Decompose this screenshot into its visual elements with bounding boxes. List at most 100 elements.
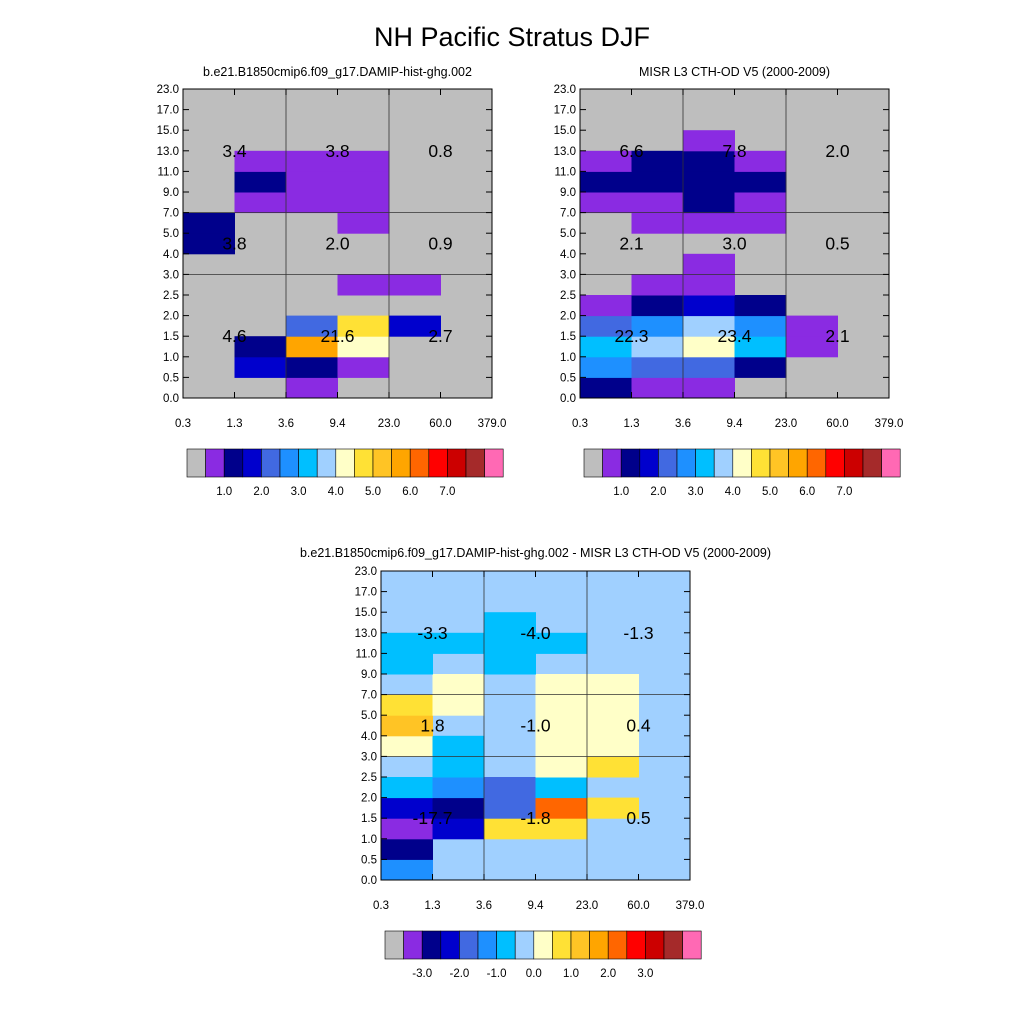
box-value-label: 2.7 bbox=[428, 326, 452, 346]
colorbar-swatch bbox=[639, 448, 659, 478]
y-tick-label: 2.0 bbox=[163, 311, 179, 323]
y-tick-label: 1.0 bbox=[560, 352, 576, 364]
heatmap-cell bbox=[580, 192, 632, 214]
heatmap-cell bbox=[683, 253, 735, 275]
colorbar-swatch bbox=[663, 930, 683, 960]
colorbar-swatch bbox=[384, 930, 404, 960]
colorbar-swatch bbox=[862, 448, 882, 478]
heatmap-cell bbox=[484, 797, 536, 819]
panel-title: b.e21.B1850cmip6.f09_g17.DAMIP-hist-ghg.… bbox=[300, 546, 771, 560]
box-value-label: 22.3 bbox=[614, 326, 648, 346]
colorbar-label: 5.0 bbox=[762, 486, 778, 498]
heatmap-cell bbox=[683, 130, 735, 152]
heatmap-cell bbox=[535, 715, 588, 737]
heatmap-cell bbox=[432, 756, 485, 778]
y-tick-label: 0.0 bbox=[361, 875, 377, 887]
colorbar-swatch bbox=[589, 930, 609, 960]
heatmap-cell bbox=[734, 336, 787, 358]
y-tick-label: 13.0 bbox=[355, 628, 377, 640]
heatmap-cell bbox=[286, 336, 338, 358]
x-tick-label: 60.0 bbox=[627, 900, 649, 912]
colorbar-swatch bbox=[298, 448, 318, 478]
colorbar-swatch bbox=[552, 930, 572, 960]
x-tick-label: 379.0 bbox=[875, 418, 904, 430]
y-tick-label: 0.0 bbox=[163, 393, 179, 405]
heatmap-cell bbox=[381, 632, 433, 654]
colorbar-swatch bbox=[477, 930, 497, 960]
heatmap-cell bbox=[432, 735, 485, 757]
colorbar-swatch bbox=[409, 448, 430, 478]
heatmap-cell bbox=[631, 150, 684, 172]
y-tick-label: 13.0 bbox=[554, 146, 576, 158]
y-tick-label: 2.0 bbox=[361, 793, 377, 805]
heatmap-cell bbox=[683, 356, 735, 378]
colorbar-label: -3.0 bbox=[412, 968, 432, 980]
panel-title: b.e21.B1850cmip6.f09_g17.DAMIP-hist-ghg.… bbox=[203, 65, 472, 79]
y-tick-label: 2.0 bbox=[560, 311, 576, 323]
heatmap-cell bbox=[734, 295, 787, 317]
colorbar-label: 2.0 bbox=[600, 968, 616, 980]
heatmap-cell bbox=[381, 653, 433, 675]
heatmap-cell bbox=[432, 797, 485, 819]
heatmap-cell bbox=[286, 150, 338, 172]
heatmap-cell bbox=[580, 295, 632, 317]
heatmap-cell bbox=[286, 171, 338, 193]
heatmap-cell bbox=[484, 818, 536, 840]
y-tick-label: 1.0 bbox=[361, 834, 377, 846]
box-value-label: 1.8 bbox=[420, 716, 444, 736]
y-tick-label: 7.0 bbox=[163, 208, 179, 220]
colorbar-label: 1.0 bbox=[216, 486, 232, 498]
colorbar-swatch bbox=[186, 448, 206, 478]
box-value-label: 2.0 bbox=[825, 141, 850, 161]
colorbar-label: 7.0 bbox=[439, 486, 455, 498]
colorbar-label: -1.0 bbox=[487, 968, 507, 980]
heatmap-cell bbox=[587, 694, 639, 716]
box-value-label: -4.0 bbox=[520, 623, 550, 643]
x-tick-label: 0.3 bbox=[373, 900, 389, 912]
colorbar-label: 0.0 bbox=[526, 968, 542, 980]
y-tick-label: 15.0 bbox=[157, 125, 179, 137]
heatmap-cell bbox=[381, 838, 433, 860]
heatmap-cell bbox=[484, 612, 536, 634]
heatmap-cell bbox=[381, 694, 433, 716]
y-tick-label: 3.0 bbox=[560, 269, 576, 281]
panel-3: b.e21.B1850cmip6.f09_g17.DAMIP-hist-ghg.… bbox=[300, 546, 771, 980]
y-tick-label: 5.0 bbox=[361, 710, 377, 722]
y-tick-label: 1.5 bbox=[361, 813, 377, 825]
figure-title: NH Pacific Stratus DJF bbox=[374, 22, 650, 52]
colorbar-swatch bbox=[335, 448, 355, 478]
heatmap-cell bbox=[683, 336, 735, 358]
heatmap-cell bbox=[535, 797, 588, 819]
colorbar-swatch bbox=[769, 448, 789, 478]
colorbar-swatch bbox=[682, 930, 702, 960]
heatmap-cell bbox=[286, 377, 338, 399]
colorbar-label: -2.0 bbox=[449, 968, 469, 980]
heatmap-cell bbox=[337, 212, 390, 234]
x-tick-label: 23.0 bbox=[576, 900, 598, 912]
heatmap-cell bbox=[234, 356, 287, 378]
heatmap-cell bbox=[683, 171, 735, 193]
y-tick-label: 17.0 bbox=[355, 587, 377, 599]
x-tick-label: 3.6 bbox=[675, 418, 691, 430]
box-value-label: 6.6 bbox=[619, 141, 643, 161]
y-tick-label: 13.0 bbox=[157, 146, 179, 158]
x-tick-label: 9.4 bbox=[727, 418, 744, 430]
heatmap-cell bbox=[535, 735, 588, 757]
colorbar-label: 1.0 bbox=[563, 968, 579, 980]
y-tick-label: 1.0 bbox=[163, 352, 179, 364]
box-value-label: 3.0 bbox=[722, 234, 747, 254]
panel-1: b.e21.B1850cmip6.f09_g17.DAMIP-hist-ghg.… bbox=[157, 65, 507, 498]
x-tick-label: 1.3 bbox=[425, 900, 441, 912]
colorbar-label: 1.0 bbox=[613, 486, 629, 498]
colorbar-swatch bbox=[514, 930, 535, 960]
colorbar-swatch bbox=[205, 448, 225, 478]
heatmap-cell bbox=[234, 336, 287, 358]
box-value-label: 0.5 bbox=[626, 808, 650, 828]
heatmap-cell bbox=[631, 274, 684, 296]
heatmap-cell bbox=[631, 336, 684, 358]
colorbar-swatch bbox=[279, 448, 299, 478]
x-tick-label: 1.3 bbox=[624, 418, 640, 430]
colorbar-swatch bbox=[788, 448, 808, 478]
heatmap-cell bbox=[484, 632, 536, 654]
